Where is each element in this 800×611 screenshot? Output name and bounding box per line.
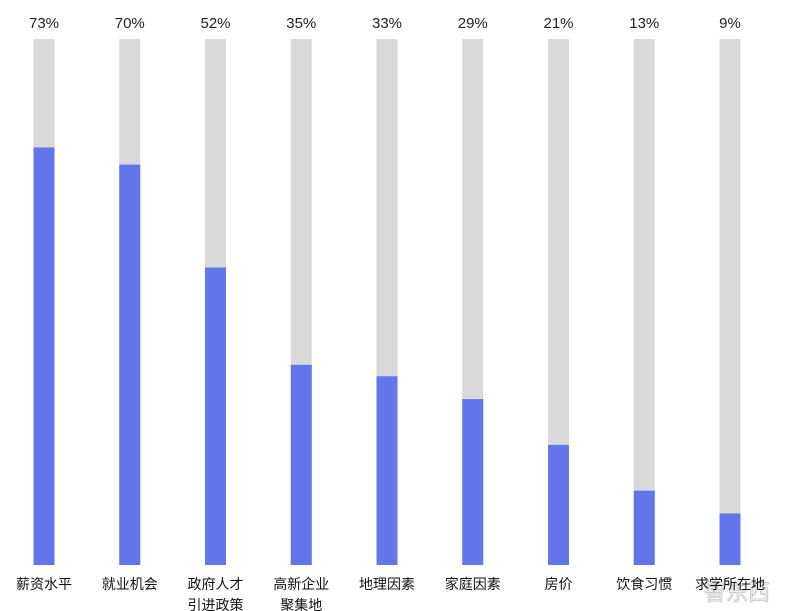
bar: [719, 513, 741, 565]
bar: [119, 164, 141, 565]
category-label: 薪资水平: [16, 577, 72, 593]
category-label: 求学所在地: [695, 577, 765, 593]
value-label: 33%: [372, 15, 402, 32]
value-label: 29%: [458, 15, 488, 32]
bar-track: [633, 39, 655, 565]
category-label: 高新企业: [273, 576, 329, 593]
value-label: 73%: [29, 15, 59, 32]
bar: [633, 490, 655, 565]
category-label: 房价: [545, 577, 573, 593]
value-label: 35%: [286, 15, 316, 32]
value-label: 21%: [543, 15, 573, 32]
value-label: 70%: [115, 15, 145, 32]
category-label: 就业机会: [102, 577, 158, 593]
bar: [376, 376, 398, 565]
category-label: 聚集地: [280, 597, 322, 611]
value-label: 13%: [629, 15, 659, 32]
bar: [462, 399, 484, 565]
category-label: 政府人才: [188, 577, 244, 593]
bar: [33, 147, 55, 565]
watermark: 智东西: [704, 581, 770, 606]
category-label: 地理因素: [359, 577, 415, 593]
bar-track: [548, 39, 569, 565]
bar-track: [719, 39, 741, 565]
value-label: 9%: [719, 15, 741, 32]
bar: [290, 364, 312, 565]
bar: [548, 444, 569, 565]
value-label: 52%: [200, 15, 230, 32]
bar: [205, 267, 226, 565]
category-label: 家庭因素: [445, 576, 501, 593]
category-label: 饮食习惯: [616, 576, 672, 593]
category-label: 引进政策: [188, 597, 244, 611]
